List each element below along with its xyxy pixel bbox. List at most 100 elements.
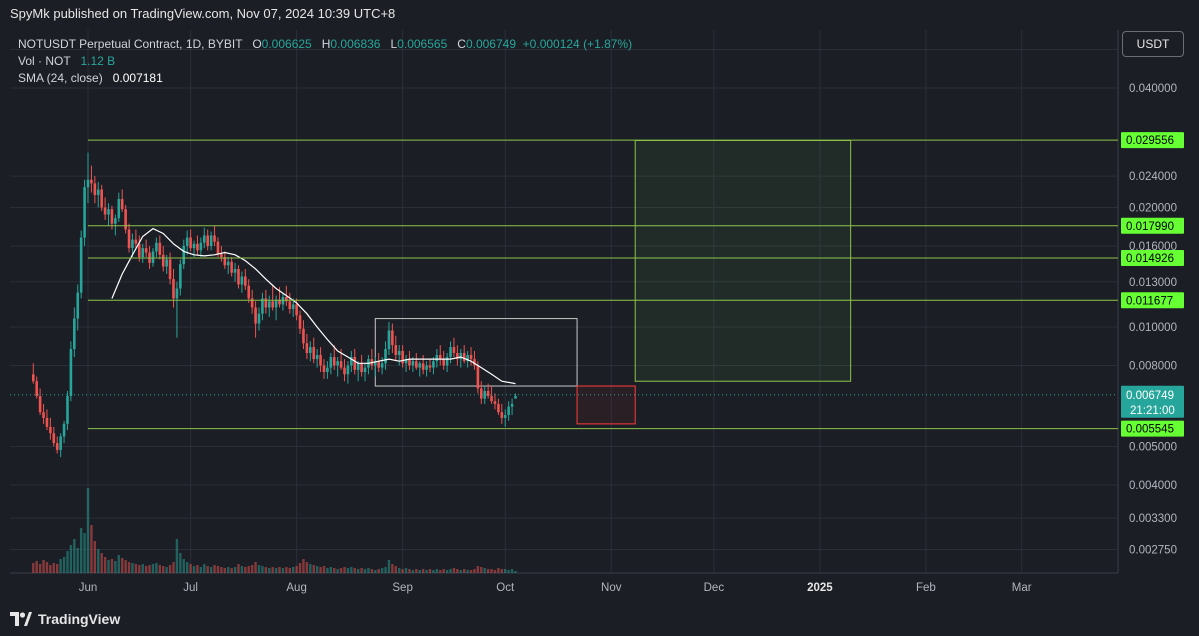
candle-body (90, 179, 93, 184)
y-tick-label: 0.005000 (1129, 441, 1177, 453)
x-tick-label: Oct (496, 582, 515, 594)
volume-bar (38, 564, 42, 573)
x-tick-label: Aug (286, 582, 306, 594)
candle-body (425, 365, 428, 370)
volume-bar (339, 568, 343, 573)
volume-bar (66, 551, 69, 573)
volume-bar (155, 563, 158, 573)
candle-body (175, 288, 179, 299)
volume-bar (298, 563, 302, 573)
candle-body (168, 259, 172, 280)
volume-bar (360, 568, 363, 573)
horizontal-levels[interactable]: 0.029556 0.017990 0.014926 0.011677 0.005545… (10, 132, 1184, 437)
volume-bar (230, 568, 233, 573)
bar-countdown-label: 21:21:00 (1130, 405, 1175, 417)
volume-bar (319, 567, 322, 573)
candle-body (66, 396, 69, 424)
price-axis[interactable]: 0.0500000.0400000.0240000.0200000.016000… (1129, 45, 1177, 557)
level-label: 0.011677 (1126, 295, 1173, 307)
candle-body (373, 361, 377, 366)
volume-bar (425, 570, 428, 573)
candle-body (449, 347, 452, 358)
target-zone-box (634, 139, 852, 382)
volume-bar (408, 569, 411, 573)
candle-body (312, 347, 316, 360)
candle-body (490, 396, 493, 402)
sma-row: SMA (24, close) 0.007181 (18, 70, 632, 87)
candle-body (192, 243, 196, 249)
volume-bar (302, 559, 305, 573)
volume-bar (76, 548, 79, 573)
volume-bar (363, 569, 367, 573)
footer-brand[interactable]: TradingView (10, 609, 120, 629)
candle-body (309, 347, 312, 353)
y-tick-label: 0.004000 (1129, 480, 1177, 492)
volume-row: Vol · NOT 1.12 B (18, 53, 632, 70)
candle-body (100, 189, 103, 208)
candle-body (199, 242, 203, 251)
volume-bar (418, 570, 421, 573)
candle-body (267, 301, 271, 308)
candle-body (107, 209, 110, 215)
candle-body (377, 361, 380, 368)
volume-bar (415, 569, 418, 573)
candle-body (155, 242, 158, 252)
candle-body (353, 357, 357, 370)
volume-bar (83, 533, 86, 573)
volume-label[interactable]: Vol · NOT (18, 54, 71, 68)
candle-body (401, 350, 404, 364)
symbol-name[interactable]: NOTUSDT Perpetual Contract, 1D, BYBIT (18, 37, 243, 51)
volume-bar (504, 569, 507, 573)
close-value: 0.006749 (465, 37, 516, 51)
volume-bar (117, 555, 120, 573)
candle-body (264, 298, 268, 308)
sma-line (111, 227, 516, 385)
x-tick-label: Dec (704, 582, 725, 594)
candle-body (86, 179, 90, 188)
chart-drawings[interactable] (374, 139, 852, 425)
volume-bar (79, 528, 83, 573)
volume-bar (86, 488, 90, 573)
candle-body (476, 365, 480, 389)
volume-bar (179, 553, 182, 573)
currency-button[interactable]: USDT (1122, 31, 1184, 57)
volume-bar (158, 565, 162, 573)
candle-body (38, 396, 42, 413)
y-tick-label: 0.040000 (1129, 83, 1177, 95)
level-label: 0.029556 (1126, 135, 1174, 147)
volume-bar (380, 568, 384, 573)
volume-bar (196, 565, 199, 573)
high-key: H (321, 37, 331, 51)
sma-label[interactable]: SMA (24, close) (18, 71, 103, 85)
candle-body (62, 423, 66, 437)
volume-bar (463, 569, 466, 573)
candle-body (285, 296, 288, 302)
candle-body (141, 248, 145, 258)
x-tick-label: Feb (916, 582, 936, 594)
candle-body (346, 365, 350, 375)
candle-body (473, 359, 476, 366)
volume-bar (401, 569, 404, 573)
volume-bar (285, 567, 288, 573)
candle-body (76, 292, 80, 319)
volume-bar (206, 566, 209, 573)
time-axis[interactable]: Jun Jul Aug Sep Oct Nov Dec 2025 Feb Mar (79, 582, 1032, 594)
volume-bar (244, 567, 247, 573)
volume-bar (247, 566, 250, 573)
volume-bar (356, 569, 360, 573)
candle-body (220, 253, 223, 258)
volume-bar (370, 569, 374, 573)
volume-bar (203, 564, 206, 573)
breakdown-box (576, 385, 636, 425)
candle-body (438, 354, 442, 360)
candle-body (421, 363, 425, 370)
chart-grid (10, 30, 1119, 574)
level-label-bg (1121, 249, 1184, 266)
candle-body (213, 235, 216, 242)
volume-bar (507, 570, 510, 573)
footer-brand-name: TradingView (38, 611, 121, 627)
candle-body (45, 417, 49, 427)
volume-bar (216, 566, 220, 573)
y-tick-label: 0.016000 (1129, 241, 1177, 253)
